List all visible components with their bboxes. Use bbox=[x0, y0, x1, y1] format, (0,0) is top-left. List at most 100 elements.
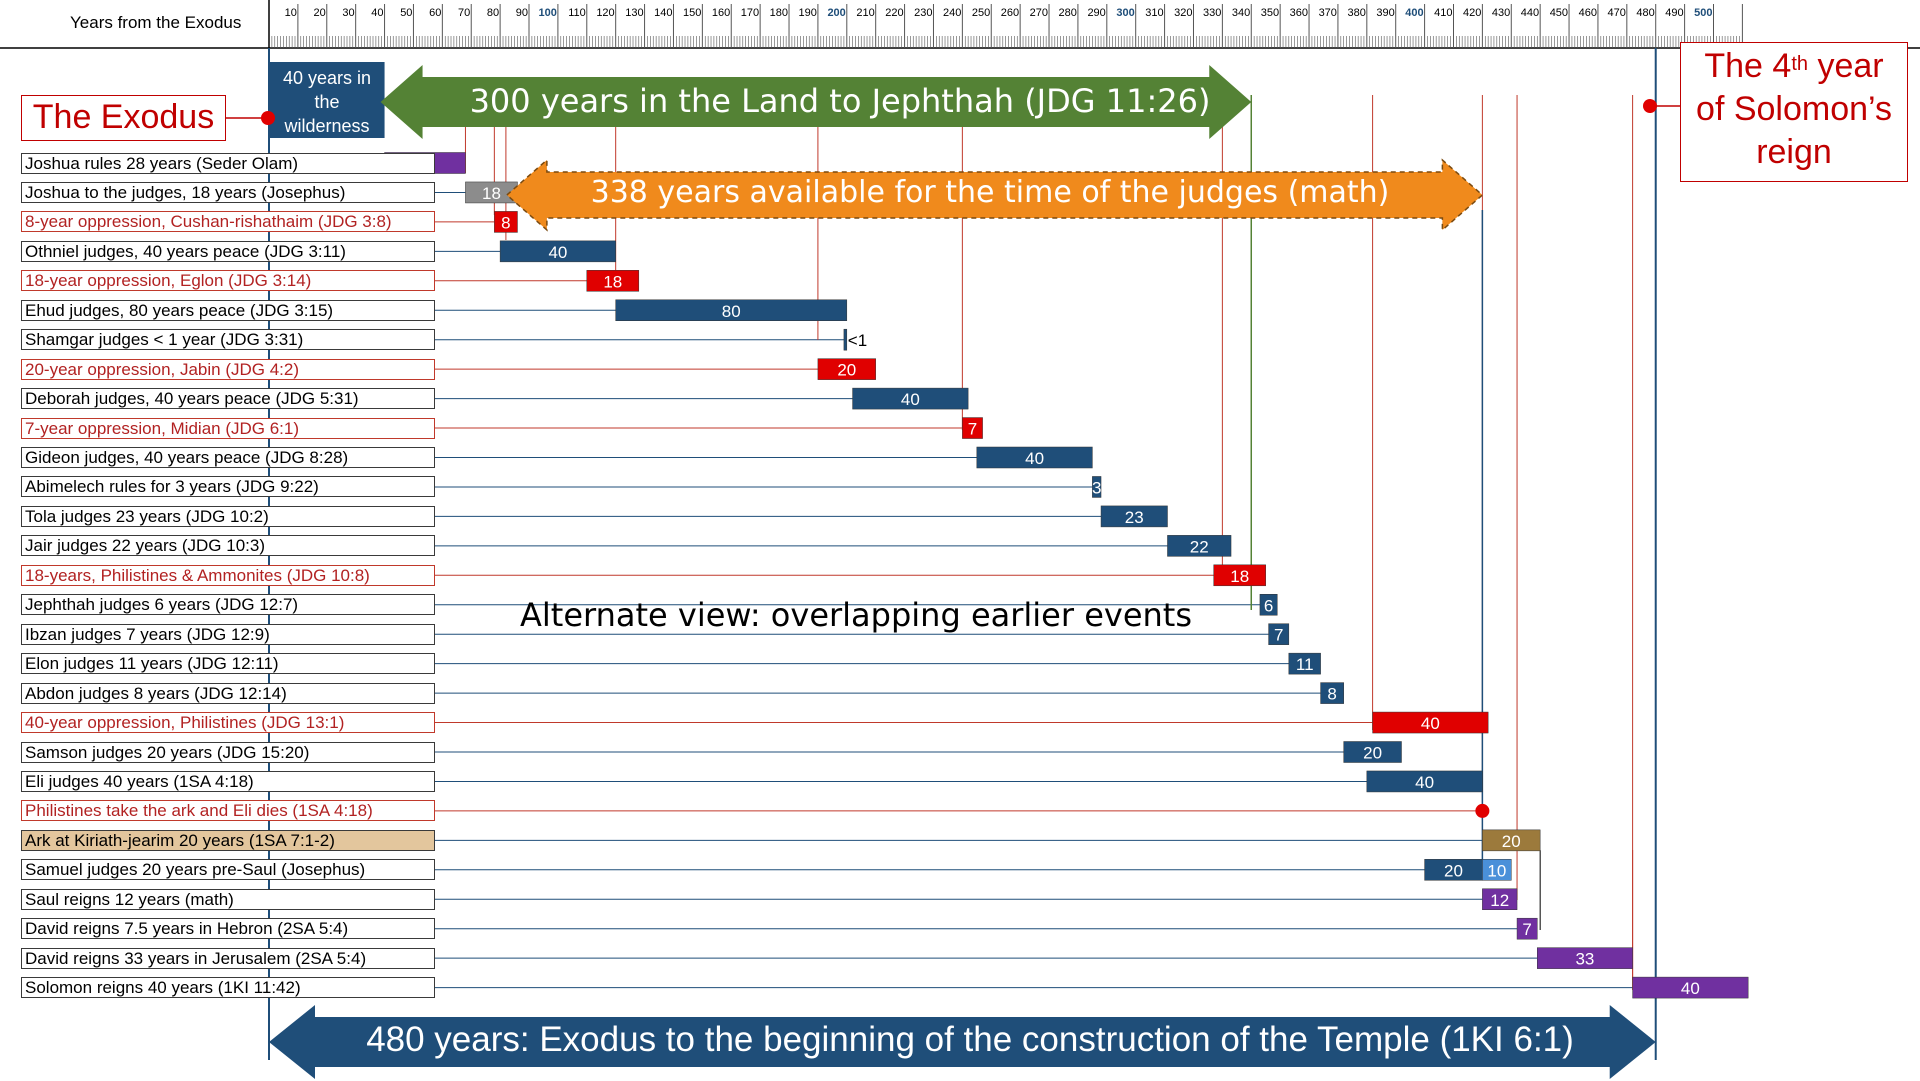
wilderness-label: 40 years in the wilderness bbox=[270, 66, 384, 138]
bar-value-label: 80 bbox=[722, 302, 741, 321]
row-label: Saul reigns 12 years (math) bbox=[21, 888, 435, 910]
bar-value-label: 20 bbox=[1444, 861, 1463, 880]
arrow-temple bbox=[269, 1005, 1656, 1079]
ruler-tick-label: 210 bbox=[856, 7, 874, 19]
row-label: Samson judges 20 years (JDG 15:20) bbox=[21, 741, 435, 763]
timeline-bar bbox=[1259, 594, 1278, 616]
row-label: Samuel judges 20 years pre-Saul (Josephu… bbox=[21, 859, 435, 881]
ruler-tick-label: 300 bbox=[1116, 7, 1134, 19]
ruler-tick-label: 140 bbox=[654, 7, 672, 19]
year-ruler: 10 20 30 40 50 60 70 80 90 100 110 120 130 140 150 160 1… bbox=[0, 0, 1920, 49]
row-label: Deborah judges, 40 years peace (JDG 5:31… bbox=[21, 388, 435, 410]
bar-value-label: 10 bbox=[1487, 861, 1506, 880]
ruler-tick-label: 200 bbox=[827, 7, 845, 19]
ruler-tick-label: 220 bbox=[885, 7, 903, 19]
bar-value-label: 12 bbox=[1490, 891, 1509, 910]
timeline-bar bbox=[615, 299, 848, 321]
solomon-dot bbox=[1643, 99, 1657, 113]
ruler-tick-label: 90 bbox=[516, 7, 528, 19]
ruler-tick-label: 330 bbox=[1203, 7, 1221, 19]
ruler-tick-label: 350 bbox=[1261, 7, 1279, 19]
solomon-line1a: The 4 bbox=[1704, 47, 1792, 85]
ruler-tick-label: 80 bbox=[487, 7, 499, 19]
row-label: Tola judges 23 years (JDG 10:2) bbox=[21, 505, 435, 527]
row-label: Ehud judges, 80 years peace (JDG 3:15) bbox=[21, 299, 435, 321]
ruler-tick-label: 500 bbox=[1694, 7, 1712, 19]
arrow-jephthah bbox=[380, 65, 1252, 139]
bar-value-label: 40 bbox=[1025, 449, 1044, 468]
row-label: Gideon judges, 40 years peace (JDG 8:28) bbox=[21, 447, 435, 468]
axis-title: Years from the Exodus bbox=[70, 13, 242, 32]
wilderness-bar bbox=[269, 62, 385, 138]
timeline-bar bbox=[1372, 711, 1489, 734]
row-label: Eli judges 40 years (1SA 4:18) bbox=[21, 770, 435, 792]
timeline-bar bbox=[1366, 770, 1483, 793]
bar-value-label: 22 bbox=[1190, 537, 1209, 556]
event-dot bbox=[1475, 803, 1490, 818]
ruler-tick-label: 70 bbox=[458, 7, 470, 19]
ruler-tick-label: 240 bbox=[943, 7, 961, 19]
row-label: Ark at Kiriath-jearim 20 years (1SA 7:1-… bbox=[21, 829, 435, 851]
row-label: 20-year oppression, Jabin (JDG 4:2) bbox=[21, 358, 435, 380]
ruler-tick-label: 360 bbox=[1290, 7, 1308, 19]
bar-value-label: 20 bbox=[837, 361, 856, 380]
timeline-bar bbox=[1288, 652, 1321, 675]
ruler-tick-label: 460 bbox=[1579, 7, 1597, 19]
row-label: Abimelech rules for 3 years (JDG 9:22) bbox=[21, 476, 435, 498]
bar-value-label: 20 bbox=[1363, 744, 1382, 763]
arrow-judges bbox=[505, 158, 1484, 232]
timeline-bar bbox=[1167, 535, 1232, 557]
ruler-tick-label: 480 bbox=[1636, 7, 1654, 19]
timeline-bar bbox=[962, 417, 983, 439]
alternate-view-note: Alternate view: overlapping earlier even… bbox=[520, 596, 1192, 634]
ruler-tick-label: 50 bbox=[400, 7, 412, 19]
solomon-callout: The 4th year of Solomon’s reign bbox=[1680, 42, 1908, 182]
row-label: Solomon reigns 40 years (1KI 11:42) bbox=[21, 977, 435, 999]
arrow-temple-text: 480 years: Exodus to the beginning of th… bbox=[366, 1020, 1574, 1059]
row-label: David reigns 7.5 years in Hebron (2SA 5:… bbox=[21, 918, 435, 940]
timeline-bar bbox=[1092, 476, 1102, 498]
solomon-line1b: year bbox=[1808, 47, 1884, 85]
bar-value-label: 11 bbox=[1296, 655, 1314, 674]
ruler-tick-label: 60 bbox=[429, 7, 441, 19]
timeline-bar bbox=[1100, 505, 1168, 528]
row-label: Shamgar judges < 1 year (JDG 3:31) bbox=[21, 329, 435, 351]
row-label: 18-years, Philistines & Ammonites (JDG 1… bbox=[21, 564, 435, 586]
ruler-tick-label: 380 bbox=[1347, 7, 1365, 19]
ruler-tick-label: 290 bbox=[1087, 7, 1105, 19]
ruler-tick-label: 470 bbox=[1607, 7, 1625, 19]
bar-value-label: 3 bbox=[1092, 478, 1101, 497]
ruler-tick-label: 190 bbox=[799, 7, 817, 19]
ruler-tick-label: 370 bbox=[1319, 7, 1337, 19]
ruler-tick-label: 20 bbox=[314, 7, 326, 19]
timeline-bar bbox=[1632, 976, 1749, 999]
ruler-tick-label: 40 bbox=[371, 7, 383, 19]
bar-value-label: 40 bbox=[548, 243, 567, 262]
bar-value-label: 7 bbox=[1522, 920, 1531, 939]
row-label: Elon judges 11 years (JDG 12:11) bbox=[21, 653, 435, 675]
ruler-tick-label: 320 bbox=[1174, 7, 1192, 19]
row-label: Joshua to the judges, 18 years (Josephus… bbox=[21, 181, 435, 203]
ruler-tick-label: 420 bbox=[1463, 7, 1481, 19]
timeline-bar bbox=[1320, 682, 1344, 704]
exodus-dot bbox=[261, 111, 275, 125]
timeline-bar bbox=[494, 211, 518, 233]
ruler-tick-label: 310 bbox=[1145, 7, 1163, 19]
bar-value-label: 40 bbox=[1681, 979, 1700, 998]
ruler-tick-label: 490 bbox=[1665, 7, 1683, 19]
ruler-tick-label: 440 bbox=[1521, 7, 1539, 19]
ruler-tick-label: 30 bbox=[342, 7, 354, 19]
solomon-sup: th bbox=[1791, 53, 1809, 75]
ruler-tick-label: 400 bbox=[1405, 7, 1423, 19]
ruler-tick-label: 110 bbox=[568, 7, 586, 19]
row-label: 8-year oppression, Cushan-rishathaim (JD… bbox=[21, 211, 435, 233]
bar-value-label: 8 bbox=[501, 213, 510, 232]
ruler-tick-label: 150 bbox=[683, 7, 701, 19]
row-label: 7-year oppression, Midian (JDG 6:1) bbox=[21, 417, 435, 439]
ruler-tick-label: 390 bbox=[1376, 7, 1394, 19]
ruler-tick-label: 430 bbox=[1492, 7, 1510, 19]
timeline-bar bbox=[843, 328, 848, 351]
ruler-tick-label: 230 bbox=[914, 7, 932, 19]
solomon-line2: of Solomon’s bbox=[1696, 90, 1892, 128]
timeline-bar bbox=[1482, 859, 1512, 881]
